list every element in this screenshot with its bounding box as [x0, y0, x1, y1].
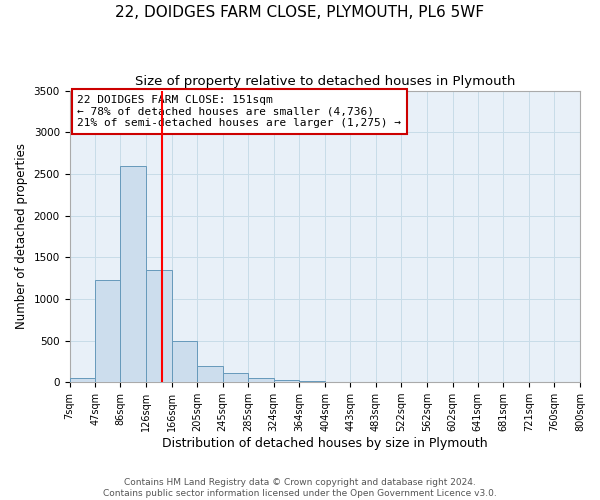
Bar [248, 378, 274, 382]
Bar [146, 270, 172, 382]
Title: Size of property relative to detached houses in Plymouth: Size of property relative to detached ho… [134, 75, 515, 88]
Text: Contains HM Land Registry data © Crown copyright and database right 2024.
Contai: Contains HM Land Registry data © Crown c… [103, 478, 497, 498]
Bar [121, 166, 146, 382]
Bar [172, 340, 197, 382]
X-axis label: Distribution of detached houses by size in Plymouth: Distribution of detached houses by size … [162, 437, 488, 450]
Bar [197, 366, 223, 382]
Y-axis label: Number of detached properties: Number of detached properties [15, 144, 28, 330]
Bar [274, 380, 299, 382]
Text: 22 DOIDGES FARM CLOSE: 151sqm
← 78% of detached houses are smaller (4,736)
21% o: 22 DOIDGES FARM CLOSE: 151sqm ← 78% of d… [77, 95, 401, 128]
Bar [70, 378, 95, 382]
Text: 22, DOIDGES FARM CLOSE, PLYMOUTH, PL6 5WF: 22, DOIDGES FARM CLOSE, PLYMOUTH, PL6 5W… [115, 5, 485, 20]
Bar [223, 373, 248, 382]
Bar [95, 280, 121, 382]
